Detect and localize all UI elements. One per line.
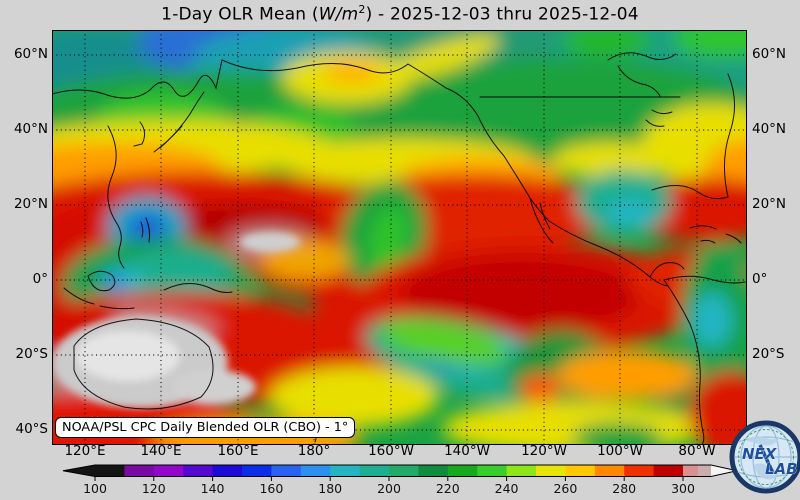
olr-blob bbox=[692, 292, 732, 348]
colorbar-segment bbox=[183, 465, 213, 477]
page-title: 1-Day OLR Mean (W/m2) - 2025-12-03 thru … bbox=[0, 3, 800, 25]
title-prefix: 1-Day OLR Mean ( bbox=[161, 5, 319, 25]
colorbar-segment bbox=[213, 465, 243, 477]
olr-blob bbox=[520, 374, 560, 402]
lat-label-left-4: 20°S bbox=[1, 346, 48, 362]
lat-label-right-2: 20°N bbox=[752, 196, 800, 212]
olr-blob bbox=[606, 198, 654, 228]
colorbar-tick-label: 280 bbox=[612, 481, 636, 496]
title-suffix: ) - 2025-12-03 thru 2025-12-04 bbox=[366, 5, 639, 25]
colorbar-arrow-low bbox=[63, 465, 95, 477]
colorbar-tick-label: 220 bbox=[436, 481, 460, 496]
olr-blob bbox=[240, 232, 300, 252]
colorbar-tick-label: 100 bbox=[83, 481, 107, 496]
olr-blob bbox=[76, 331, 180, 381]
source-badge: NOAA/PSL CPC Daily Blended OLR (CBO) - 1… bbox=[55, 417, 355, 438]
colorbar-segment bbox=[124, 465, 154, 477]
lat-label-left-5: 40°S bbox=[1, 421, 48, 437]
colorbar-segment bbox=[271, 465, 301, 477]
olr-blob bbox=[557, 350, 697, 400]
colorbar-tick-label: 260 bbox=[553, 481, 577, 496]
colorbar-segment bbox=[418, 465, 448, 477]
colorbar-tick-label: 120 bbox=[142, 481, 166, 496]
colorbar-tick-label: 200 bbox=[377, 481, 401, 496]
logo-text-bottom: LAB bbox=[765, 460, 798, 478]
colorbar-segment bbox=[624, 465, 654, 477]
colorbar-segment bbox=[595, 465, 625, 477]
colorbar-segment-over bbox=[683, 465, 698, 477]
colorbar-segment-over bbox=[698, 465, 711, 477]
colorbar-segment bbox=[301, 465, 331, 477]
lat-label-right-0: 60°N bbox=[752, 46, 800, 62]
colorbar-segment bbox=[477, 465, 507, 477]
olr-blob bbox=[172, 370, 256, 404]
colorbar-segment bbox=[242, 465, 272, 477]
colorbar-segment bbox=[389, 465, 419, 477]
colorbar-segment bbox=[565, 465, 595, 477]
olr-map bbox=[52, 30, 747, 445]
olr-plot-page: 1-Day OLR Mean (W/m2) - 2025-12-03 thru … bbox=[0, 0, 800, 500]
lat-label-right-4: 20°S bbox=[752, 346, 800, 362]
colorbar-segment bbox=[154, 465, 184, 477]
colorbar-tick-label: 180 bbox=[318, 481, 342, 496]
colorbar-segment bbox=[330, 465, 360, 477]
lat-label-left-3: 0° bbox=[1, 271, 48, 287]
title-unit-exponent: 2 bbox=[358, 3, 365, 16]
lat-label-left-2: 20°N bbox=[1, 196, 48, 212]
nexlab-logo: NEX LAB bbox=[726, 415, 800, 500]
title-unit: W/m bbox=[319, 5, 359, 25]
olr-colorbar: 100 120 140 160 180 200 220 240 260 280 300 bbox=[0, 455, 800, 500]
colorbar-segment bbox=[654, 465, 684, 477]
colorbar-segment bbox=[360, 465, 390, 477]
lat-label-right-3: 0° bbox=[752, 271, 800, 287]
colorbar-segment bbox=[448, 465, 478, 477]
lat-label-left-1: 40°N bbox=[1, 121, 48, 137]
colorbar-tick-label: 140 bbox=[201, 481, 225, 496]
colorbar-segment bbox=[507, 465, 537, 477]
colorbar-tick-label: 240 bbox=[495, 481, 519, 496]
colorbar-tick-label: 160 bbox=[259, 481, 283, 496]
colorbar-segment bbox=[536, 465, 566, 477]
colorbar-tick-label: 300 bbox=[671, 481, 695, 496]
lat-label-right-1: 40°N bbox=[752, 121, 800, 137]
colorbar-segment bbox=[95, 465, 125, 477]
lat-label-left-0: 60°N bbox=[1, 46, 48, 62]
